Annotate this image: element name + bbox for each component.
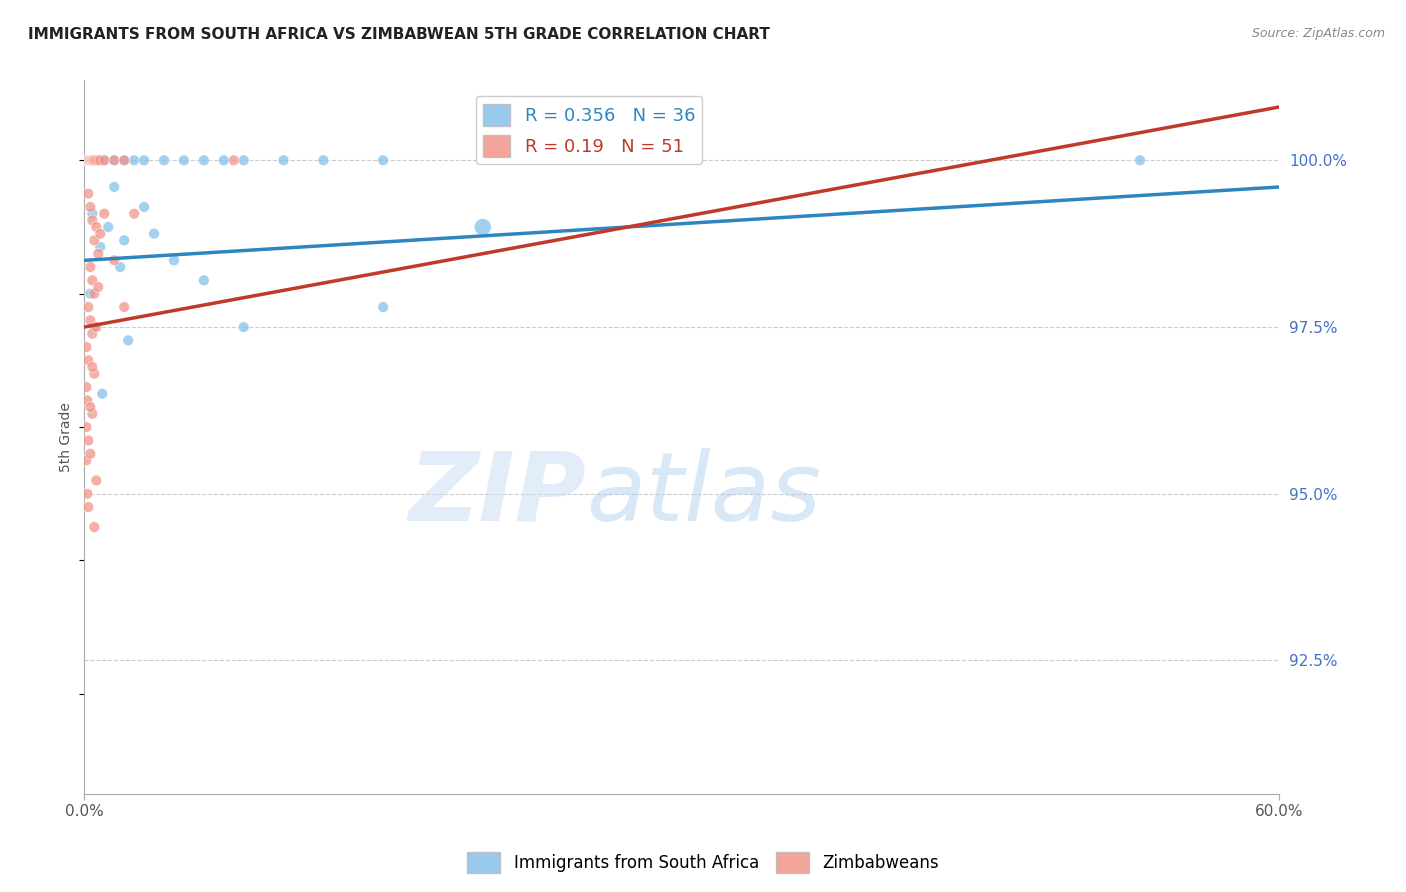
- Point: [103, 253, 125, 268]
- Point: [77, 434, 100, 448]
- Point: [373, 300, 395, 314]
- Point: [79, 153, 101, 168]
- Point: [117, 334, 139, 348]
- Point: [153, 153, 176, 168]
- Legend: Immigrants from South Africa, Zimbabweans: Immigrants from South Africa, Zimbabwean…: [460, 846, 946, 880]
- Point: [79, 260, 101, 274]
- Point: [77, 153, 100, 168]
- Y-axis label: 5th Grade: 5th Grade: [59, 402, 73, 472]
- Point: [312, 153, 335, 168]
- Point: [82, 326, 104, 341]
- Point: [77, 153, 100, 168]
- Text: ZIP: ZIP: [408, 448, 586, 541]
- Point: [193, 273, 215, 287]
- Point: [83, 520, 105, 534]
- Text: Source: ZipAtlas.com: Source: ZipAtlas.com: [1251, 27, 1385, 40]
- Point: [79, 313, 101, 327]
- Point: [79, 153, 101, 168]
- Point: [83, 153, 105, 168]
- Point: [273, 153, 295, 168]
- Point: [110, 260, 132, 274]
- Point: [75, 380, 97, 394]
- Point: [82, 359, 104, 374]
- Point: [89, 227, 111, 241]
- Point: [232, 320, 254, 334]
- Point: [83, 233, 105, 247]
- Point: [83, 320, 105, 334]
- Point: [82, 207, 104, 221]
- Point: [103, 180, 125, 194]
- Point: [86, 153, 108, 168]
- Point: [373, 153, 395, 168]
- Point: [86, 474, 108, 488]
- Point: [222, 153, 245, 168]
- Point: [143, 227, 166, 241]
- Point: [83, 367, 105, 381]
- Point: [82, 407, 104, 421]
- Point: [112, 300, 135, 314]
- Point: [86, 219, 108, 234]
- Point: [76, 487, 98, 501]
- Point: [173, 153, 195, 168]
- Point: [76, 393, 98, 408]
- Point: [80, 153, 103, 168]
- Point: [86, 320, 108, 334]
- Point: [83, 153, 105, 168]
- Point: [79, 447, 101, 461]
- Point: [122, 207, 145, 221]
- Point: [75, 420, 97, 434]
- Point: [75, 153, 97, 168]
- Point: [79, 400, 101, 414]
- Point: [82, 153, 104, 168]
- Point: [193, 153, 215, 168]
- Point: [82, 213, 104, 227]
- Point: [132, 200, 156, 214]
- Text: atlas: atlas: [586, 448, 821, 541]
- Point: [112, 233, 135, 247]
- Point: [83, 286, 105, 301]
- Point: [77, 186, 100, 201]
- Point: [87, 153, 110, 168]
- Point: [112, 153, 135, 168]
- Point: [1129, 153, 1152, 168]
- Legend: R = 0.356   N = 36, R = 0.19   N = 51: R = 0.356 N = 36, R = 0.19 N = 51: [475, 96, 702, 164]
- Point: [103, 153, 125, 168]
- Point: [87, 246, 110, 260]
- Point: [79, 286, 101, 301]
- Point: [77, 500, 100, 515]
- Point: [82, 273, 104, 287]
- Point: [132, 153, 156, 168]
- Point: [87, 153, 110, 168]
- Point: [93, 153, 115, 168]
- Point: [122, 153, 145, 168]
- Point: [75, 453, 97, 467]
- Point: [471, 219, 494, 234]
- Point: [79, 200, 101, 214]
- Point: [91, 386, 114, 401]
- Point: [76, 153, 98, 168]
- Point: [82, 153, 104, 168]
- Point: [97, 219, 120, 234]
- Text: IMMIGRANTS FROM SOUTH AFRICA VS ZIMBABWEAN 5TH GRADE CORRELATION CHART: IMMIGRANTS FROM SOUTH AFRICA VS ZIMBABWE…: [28, 27, 770, 42]
- Point: [232, 153, 254, 168]
- Point: [93, 153, 115, 168]
- Point: [89, 153, 111, 168]
- Point: [77, 353, 100, 368]
- Point: [89, 240, 111, 254]
- Point: [212, 153, 235, 168]
- Point: [87, 280, 110, 294]
- Point: [79, 153, 101, 168]
- Point: [112, 153, 135, 168]
- Point: [77, 300, 100, 314]
- Point: [75, 340, 97, 354]
- Point: [163, 253, 186, 268]
- Point: [75, 153, 97, 168]
- Point: [103, 153, 125, 168]
- Point: [93, 207, 115, 221]
